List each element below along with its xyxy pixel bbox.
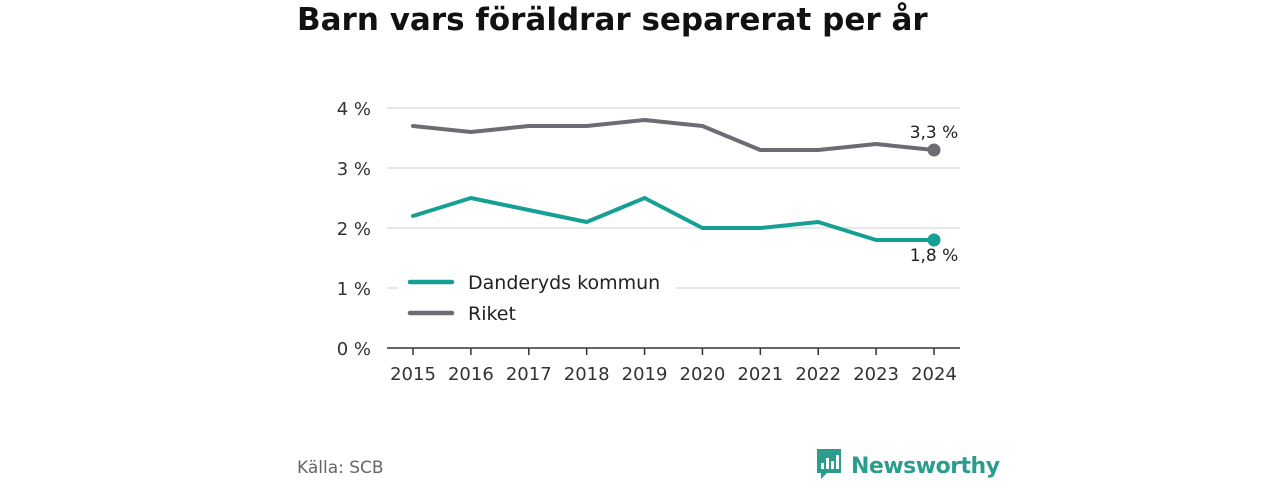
x-tick-label: 2017 (506, 364, 552, 385)
end-point-danderyd (927, 233, 941, 247)
x-tick-label: 2024 (911, 364, 957, 385)
x-tick-label: 2023 (853, 364, 899, 385)
series-line-riket (411, 118, 936, 152)
y-tick-label: 1 % (337, 279, 371, 300)
x-tick-label: 2020 (680, 364, 726, 385)
y-tick-label: 0 % (337, 339, 371, 360)
x-tick-label: 2016 (448, 364, 494, 385)
end-label-riket: 3,3 % (910, 123, 959, 143)
x-tick-label: 2019 (622, 364, 668, 385)
legend-label: Danderyds kommun (468, 272, 660, 294)
y-tick-label: 4 % (337, 99, 371, 120)
legend-background (398, 265, 676, 335)
end-label-danderyd: 1,8 % (910, 246, 959, 266)
x-tick-label: 2018 (564, 364, 610, 385)
newsworthy-logo-icon (815, 447, 843, 485)
x-tick-label: 2021 (737, 364, 783, 385)
chart-title: Barn vars föräldrar separerat per år (297, 2, 928, 38)
legend: Danderyds kommun Riket (398, 265, 676, 335)
series-line-danderyd (411, 196, 936, 242)
x-tick-label: 2022 (795, 364, 841, 385)
end-point-riket (927, 143, 941, 157)
brand-name: Newsworthy (851, 453, 1000, 479)
series-lines: 3,3 % 1,8 % (411, 118, 959, 266)
x-axis: 2015 2016 2017 2018 2019 2020 2021 2022 2023 2024 (387, 347, 960, 385)
y-tick-label: 3 % (337, 159, 371, 180)
source-note: Källa: SCB (297, 458, 384, 478)
y-axis-ticks: 0 % 1 % 2 % 3 % 4 % (337, 99, 371, 360)
brand[interactable]: Newsworthy (815, 447, 1000, 485)
legend-label: Riket (468, 303, 516, 325)
y-tick-label: 2 % (337, 219, 371, 240)
x-tick-label: 2015 (390, 364, 436, 385)
